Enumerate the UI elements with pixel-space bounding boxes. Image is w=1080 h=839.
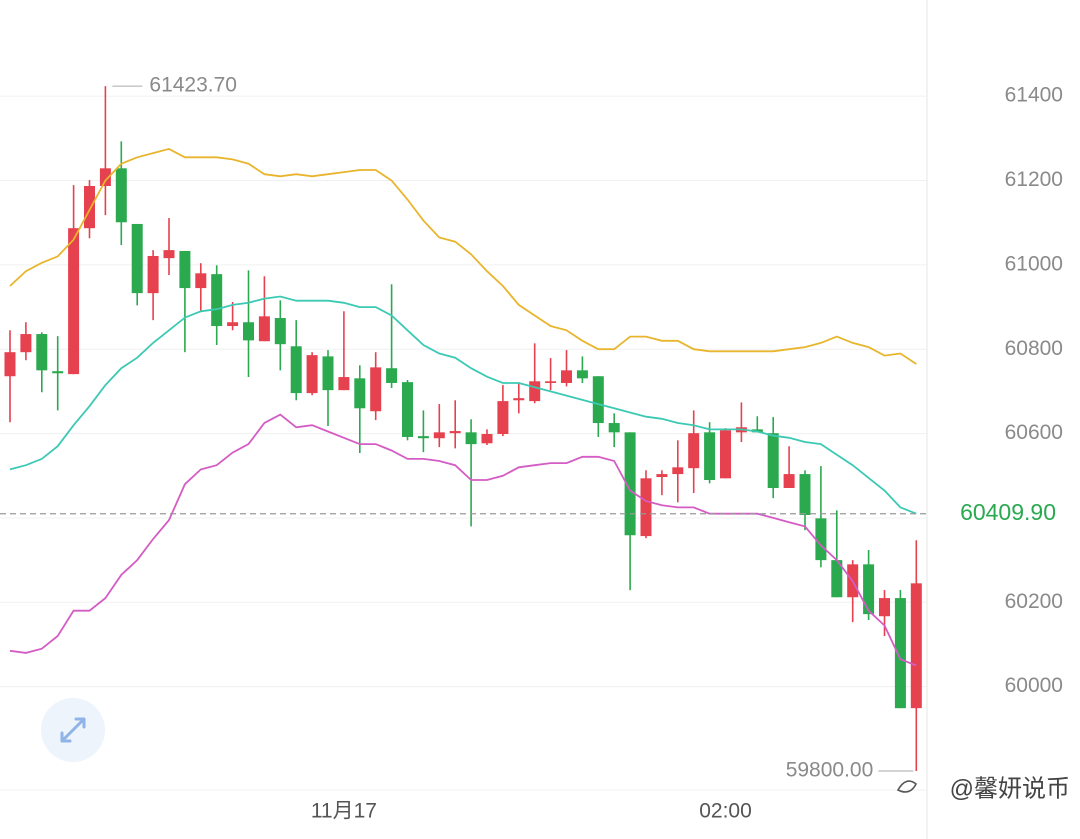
- candle-body: [370, 367, 382, 412]
- last-price-label: 60409.90: [960, 499, 1056, 525]
- x-tick-label: 02:00: [699, 800, 752, 823]
- x-tick-label: 11月17: [311, 800, 377, 823]
- candle-body: [84, 186, 95, 229]
- candle-body: [608, 423, 620, 433]
- candle-body: [704, 432, 716, 480]
- max-marker-label: 61423.70: [149, 74, 237, 97]
- last-price-box: [929, 496, 1079, 531]
- candle-body: [227, 322, 239, 327]
- candle-body: [52, 371, 64, 374]
- band-line: [9, 413, 917, 667]
- candle-body: [179, 250, 191, 289]
- candle-body: [433, 432, 445, 439]
- candle-body: [465, 432, 477, 445]
- candle-body: [815, 518, 827, 561]
- band-line: [9, 295, 917, 515]
- y-tick-label: 61200: [1005, 168, 1063, 191]
- candle-body: [529, 381, 541, 402]
- candle-body: [258, 316, 270, 342]
- candle-body: [576, 370, 588, 379]
- y-tick-label: 60000: [1005, 674, 1063, 697]
- watermark-logo: [896, 780, 918, 793]
- y-tick-label: 61400: [1005, 84, 1063, 107]
- candle-body: [894, 598, 906, 709]
- min-marker-label: 59800.00: [786, 759, 874, 782]
- candle-body: [274, 318, 286, 345]
- candle-body: [831, 560, 843, 598]
- candle-body: [99, 168, 111, 187]
- candle-body: [147, 256, 159, 294]
- candle-body: [497, 401, 509, 435]
- candle-body: [863, 564, 875, 615]
- y-tick-label: 60200: [1005, 590, 1063, 613]
- candle-body: [354, 378, 366, 409]
- y-tick-label: 60800: [1005, 337, 1063, 360]
- candle-body: [386, 368, 398, 383]
- candle-body: [720, 430, 731, 479]
- candle-body: [36, 334, 48, 371]
- candle-body: [688, 433, 700, 469]
- watermark: @馨妍说币: [950, 775, 1070, 802]
- candle-body: [115, 168, 127, 223]
- candle-body: [545, 381, 557, 383]
- candle-body: [306, 355, 318, 394]
- candle-body: [624, 432, 636, 536]
- candle-body: [338, 377, 350, 391]
- candle-body: [481, 434, 493, 444]
- candle-body: [163, 250, 175, 259]
- candle-body: [592, 376, 604, 424]
- watermark-icon: [896, 780, 918, 793]
- candle-body: [195, 273, 207, 289]
- expand-button[interactable]: [41, 698, 105, 762]
- candle-body: [243, 322, 254, 341]
- candle-body: [4, 352, 16, 377]
- candle-body: [290, 346, 302, 394]
- candle-body: [68, 228, 80, 375]
- candle-body: [656, 474, 668, 478]
- candle-body: [417, 436, 429, 439]
- candle-body: [402, 382, 413, 437]
- candle-body: [767, 433, 779, 489]
- band-line: [9, 147, 917, 365]
- candle-body: [449, 431, 461, 434]
- expand-icon[interactable]: [60, 717, 86, 743]
- candle-body: [513, 398, 525, 401]
- candle-body: [640, 478, 652, 537]
- candle-body: [799, 474, 811, 515]
- candle-body: [20, 334, 32, 353]
- candle-body: [672, 467, 684, 475]
- candle-body: [879, 598, 890, 617]
- candle-body: [131, 223, 143, 294]
- candle-body: [910, 583, 922, 709]
- candle-body: [783, 474, 795, 489]
- candle-body: [561, 370, 572, 383]
- y-tick-label: 60600: [1005, 421, 1063, 444]
- candle-body: [322, 356, 334, 391]
- candle-body: [211, 274, 223, 327]
- y-tick-label: 61000: [1005, 252, 1063, 275]
